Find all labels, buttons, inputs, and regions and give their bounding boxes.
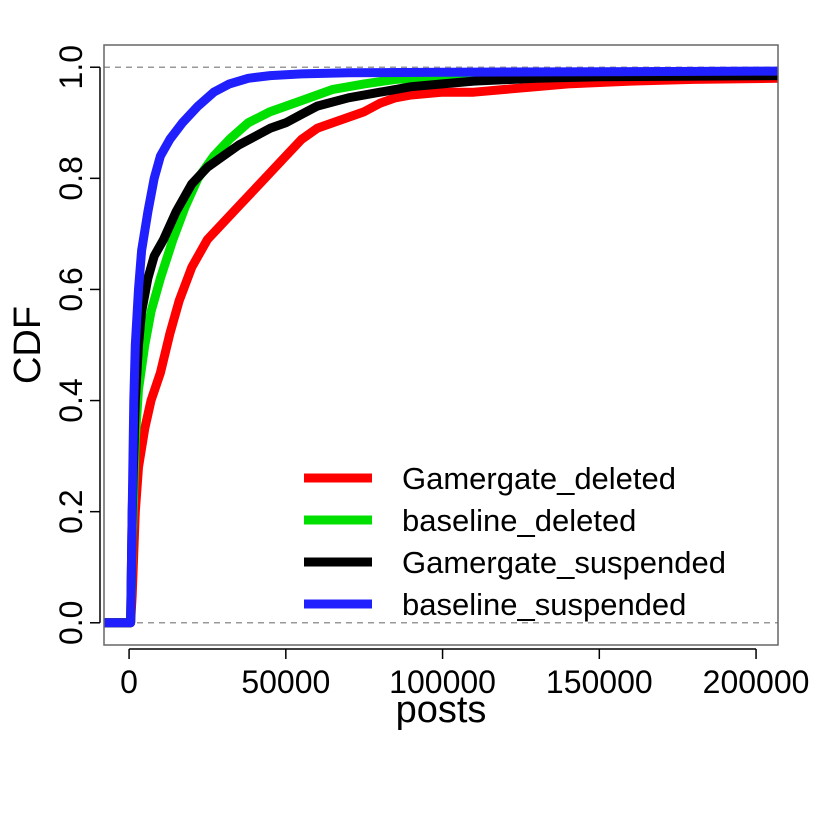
legend-label: Gamergate_suspended — [402, 545, 726, 580]
series-line-Gamergate_deleted — [104, 73, 779, 628]
x-tick-label: 150000 — [546, 664, 653, 700]
y-tick-label: 0.2 — [53, 489, 89, 533]
y-tick-label: 0.0 — [53, 601, 89, 645]
legend-item: baseline_deleted — [304, 503, 636, 538]
x-axis-title: posts — [396, 689, 487, 731]
series-lines — [104, 66, 779, 628]
legend: Gamergate_deleted baseline_deleted Gamerga… — [304, 461, 726, 622]
x-tick-label: 200000 — [703, 664, 810, 700]
legend-item: Gamergate_suspended — [304, 545, 726, 580]
reference-lines — [104, 66, 778, 624]
legend-label: baseline_deleted — [402, 503, 636, 538]
x-tick-label: 50000 — [241, 664, 330, 700]
y-axis-title: CDF — [7, 306, 49, 384]
series-line-baseline_suspended — [104, 66, 779, 628]
plot-frame — [103, 44, 779, 646]
y-tick-label: 1.0 — [53, 45, 89, 89]
legend-item: baseline_suspended — [304, 587, 686, 622]
x-tick-label: 0 — [120, 664, 138, 700]
series-line-Gamergate_suspended — [104, 71, 779, 628]
y-tick-label: 0.4 — [53, 378, 89, 422]
x-axis: 0 50000 100000 150000 200000 — [120, 648, 810, 700]
legend-item: Gamergate_deleted — [304, 461, 676, 496]
y-tick-label: 0.8 — [53, 156, 89, 200]
series-line-baseline_deleted — [104, 69, 779, 628]
x-tick-label: 100000 — [389, 664, 496, 700]
legend-label: Gamergate_deleted — [402, 461, 676, 496]
y-axis: 0.0 0.2 0.4 0.6 0.8 1.0 — [53, 45, 101, 645]
legend-label: baseline_suspended — [402, 587, 686, 622]
y-tick-label: 0.6 — [53, 267, 89, 311]
